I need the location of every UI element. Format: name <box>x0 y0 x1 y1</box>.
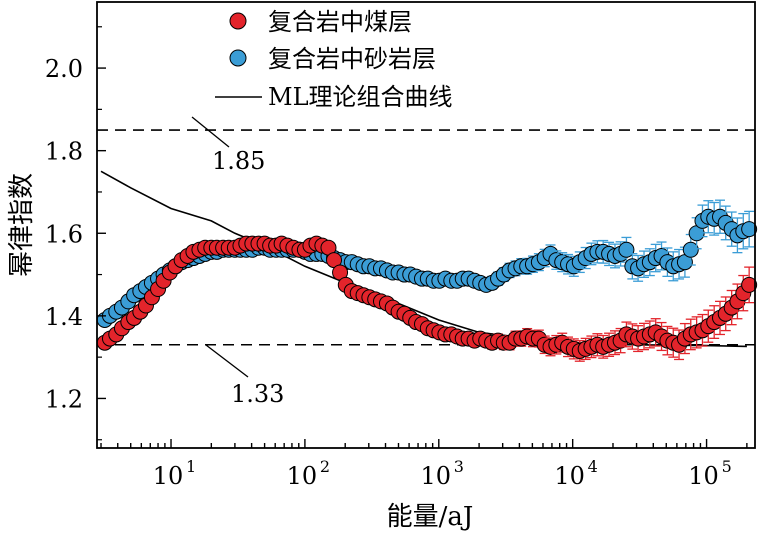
x-tick-label-0: 10 <box>153 462 184 490</box>
annotation-1-33-label: 1.33 <box>231 380 284 408</box>
series-0-group <box>96 235 758 362</box>
y-axis-title: 幂律指数 <box>7 173 37 277</box>
x-tick-label-2: 10 <box>421 462 452 490</box>
annotation-1-85: 1.85 <box>191 116 265 175</box>
annotation-1-33-leader <box>205 344 249 378</box>
y-tick-label-4: 2.0 <box>45 55 83 83</box>
x-tick-exp-2: 3 <box>454 457 464 476</box>
y-tick-label-0: 1.2 <box>45 385 83 413</box>
annotation-1-85-leader <box>191 116 230 148</box>
legend-label-coal: 复合岩中煤层 <box>268 8 412 36</box>
sandstone-point-100 <box>682 241 699 258</box>
series-1-group <box>96 199 758 328</box>
legend-marker-sandstone <box>229 49 247 67</box>
legend-marker-coal <box>229 12 247 30</box>
x-tick-exp-0: 1 <box>186 457 196 476</box>
annotation-1-33: 1.33 <box>205 344 284 408</box>
y-tick-label-1: 1.4 <box>45 303 83 331</box>
x-tick-label-1: 10 <box>287 462 318 490</box>
plot-area <box>96 129 758 362</box>
coal-point-110 <box>741 276 758 293</box>
x-tick-label-4: 10 <box>688 462 719 490</box>
y-tick-label-2: 1.6 <box>45 220 83 248</box>
sandstone-point-110 <box>741 221 758 238</box>
legend: 复合岩中煤层 复合岩中砂岩层 ML理论组合曲线 <box>215 8 453 111</box>
axis-ticks: 10 1 10 2 10 3 10 4 10 51.21.41.61.82.0 <box>45 26 748 490</box>
x-tick-exp-1: 2 <box>320 457 330 476</box>
x-tick-exp-3: 4 <box>588 457 598 476</box>
legend-label-ml: ML理论组合曲线 <box>268 83 453 111</box>
legend-label-sandstone: 复合岩中砂岩层 <box>268 45 436 73</box>
x-axis-title: 能量/aJ <box>387 502 474 532</box>
x-tick-exp-4: 5 <box>722 457 732 476</box>
x-tick-label-3: 10 <box>554 462 585 490</box>
annotation-1-85-label: 1.85 <box>212 147 265 175</box>
sandstone-point-89 <box>618 241 635 258</box>
y-tick-label-3: 1.8 <box>45 138 83 166</box>
